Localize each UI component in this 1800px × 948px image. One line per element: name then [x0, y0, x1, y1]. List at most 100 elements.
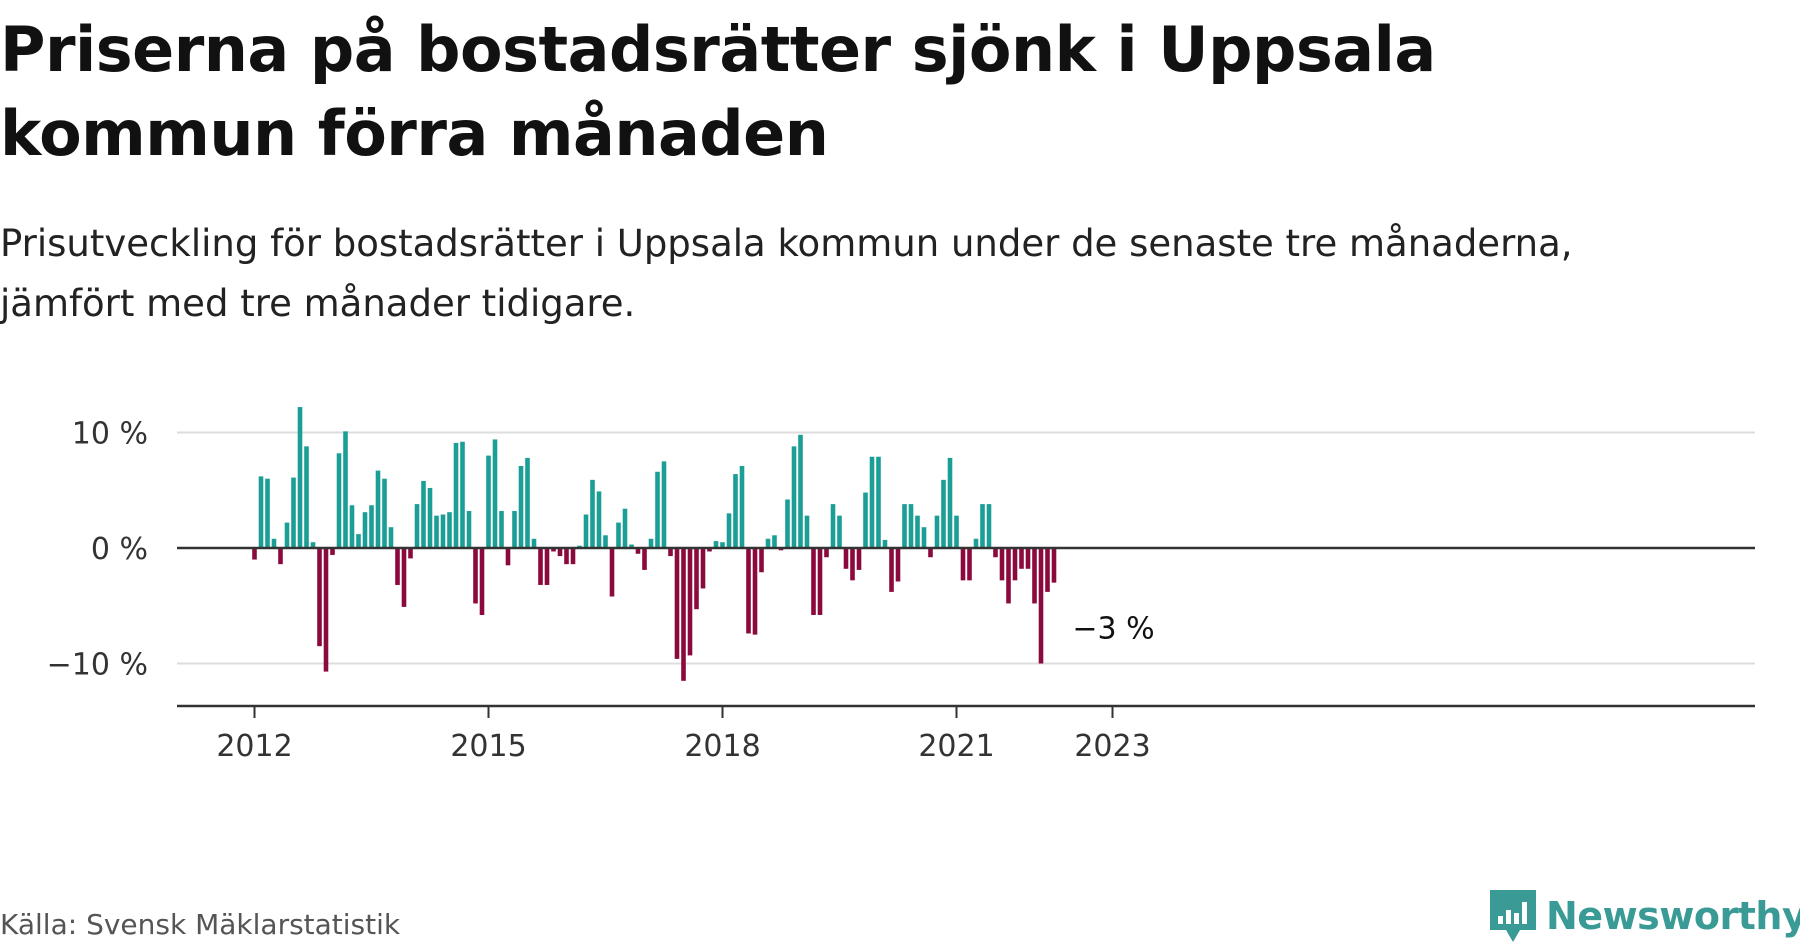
bars: [252, 407, 1057, 681]
bar-2014-03: [421, 481, 426, 548]
bar-2017-08: [687, 548, 693, 656]
bar-2012-09: [304, 446, 309, 548]
x-tick-label: 2021: [918, 729, 994, 764]
bar-2014-02: [414, 504, 420, 548]
bar-2021-09: [1006, 548, 1011, 604]
bar-2015-10: [544, 548, 550, 585]
bar-2016-07: [603, 535, 608, 548]
bar-2014-07: [447, 512, 452, 548]
bar-2013-12: [401, 548, 407, 607]
bar-2019-11: [863, 492, 868, 548]
bar-2012-04: [271, 538, 277, 548]
bar-2014-09: [460, 441, 465, 548]
bar-2021-05: [980, 504, 985, 548]
labels: 10 %0 %−10 %2012 2015 2018 2021 2023−3 %−3 %: [47, 417, 1158, 765]
bar-2019-12: [869, 456, 875, 548]
x-tick-label: 2023: [1074, 729, 1150, 764]
chart-subtitle: Prisutveckling för bostadsrätter i Uppsa…: [0, 222, 1573, 325]
bar-2017-10: [700, 548, 706, 589]
bar-2016-02: [570, 548, 576, 565]
bar-2021-12: [1025, 548, 1031, 569]
bar-2021-06: [986, 504, 992, 548]
bar-2013-08: [375, 470, 381, 548]
bar-2020-09: [928, 548, 933, 558]
bar-2020-02: [882, 539, 888, 548]
bar-2014-05: [434, 515, 439, 548]
bar-2014-06: [440, 514, 446, 548]
bar-2018-11: [785, 499, 790, 548]
bar-2013-09: [382, 478, 387, 548]
bar-2020-04: [895, 548, 901, 582]
annotation-halo: −3 %: [1072, 612, 1154, 647]
bar-2012-05: [278, 548, 283, 565]
axes: [177, 546, 1755, 718]
bar-2014-12: [479, 548, 485, 615]
bar-2017-04: [661, 461, 667, 549]
bar-2021-04: [973, 538, 979, 548]
bar-2021-01: [954, 515, 959, 548]
bar-2022-01: [1032, 548, 1037, 604]
bar-2015-03: [499, 511, 504, 548]
bar-2017-11: [707, 548, 712, 552]
bar-2015-01: [486, 455, 491, 548]
bar-2019-03: [811, 548, 816, 615]
bar-2021-10: [1012, 548, 1018, 581]
bar-2013-07: [369, 505, 374, 548]
bar-2016-10: [622, 508, 628, 548]
bar-2017-02: [648, 538, 654, 548]
bar-2015-08: [531, 538, 537, 548]
bar-2015-11: [551, 548, 556, 552]
bar-2014-08: [453, 442, 459, 548]
bar-2022-02: [1038, 548, 1044, 664]
bar-2014-01: [408, 548, 413, 559]
bar-2015-02: [492, 439, 498, 548]
bar-2015-04: [505, 548, 511, 566]
y-tick-label: −10 %: [47, 648, 148, 683]
bar-2013-10: [388, 527, 394, 548]
bar-2013-05: [356, 534, 361, 548]
newsworthy-logo-icon: [1490, 890, 1536, 942]
source-note: Källa: Svensk Mäklarstatistik: [0, 908, 401, 941]
y-tick-label: 0 %: [91, 532, 148, 567]
bar-2020-10: [934, 515, 940, 548]
bar-2017-05: [668, 548, 673, 557]
bar-2017-06: [674, 548, 680, 659]
bar-2015-07: [525, 457, 530, 548]
bar-2020-08: [921, 527, 927, 548]
bar-2020-01: [876, 456, 881, 548]
bar-2017-12: [713, 541, 719, 548]
bar-2021-02: [960, 548, 966, 581]
bar-2012-11: [317, 548, 322, 647]
y-tick-label: 10 %: [72, 417, 148, 452]
bar-2022-03: [1045, 548, 1050, 592]
bar-2018-07: [759, 548, 764, 573]
bar-2015-12: [557, 548, 563, 557]
bar-2015-09: [538, 548, 543, 585]
bar-2018-01: [720, 542, 725, 548]
bar-2016-11: [629, 544, 634, 548]
bar-2012-07: [291, 477, 296, 548]
bar-2013-06: [362, 512, 368, 548]
chart-title: Priserna på bostadsrätter sjönk i Uppsal…: [0, 13, 1436, 170]
x-tick-label: 2018: [684, 729, 760, 764]
bar-2018-03: [733, 474, 738, 548]
bar-2020-11: [941, 479, 946, 548]
bar-2013-11: [395, 548, 400, 585]
x-tick-label: 2015: [450, 729, 526, 764]
bar-chart: 10 %0 %−10 %2012 2015 2018 2021 2023−3 %−3 %: [47, 407, 1755, 765]
bar-2012-02: [258, 476, 264, 548]
bar-2012-10: [310, 542, 316, 548]
bar-2019-08: [843, 548, 849, 569]
bar-2013-04: [349, 505, 355, 548]
bar-2015-05: [512, 511, 517, 548]
bar-2019-06: [830, 504, 836, 548]
bar-2020-06: [908, 504, 914, 548]
logo-wordmark: Newsworthy: [1546, 894, 1800, 938]
bar-2015-06: [518, 466, 524, 548]
bar-2014-10: [466, 511, 472, 548]
bar-2018-08: [765, 538, 771, 548]
bar-2019-09: [850, 548, 855, 581]
newsworthy-logo: Newsworthy: [1488, 888, 1800, 944]
bar-2014-11: [473, 548, 478, 604]
bar-2016-08: [609, 548, 615, 597]
